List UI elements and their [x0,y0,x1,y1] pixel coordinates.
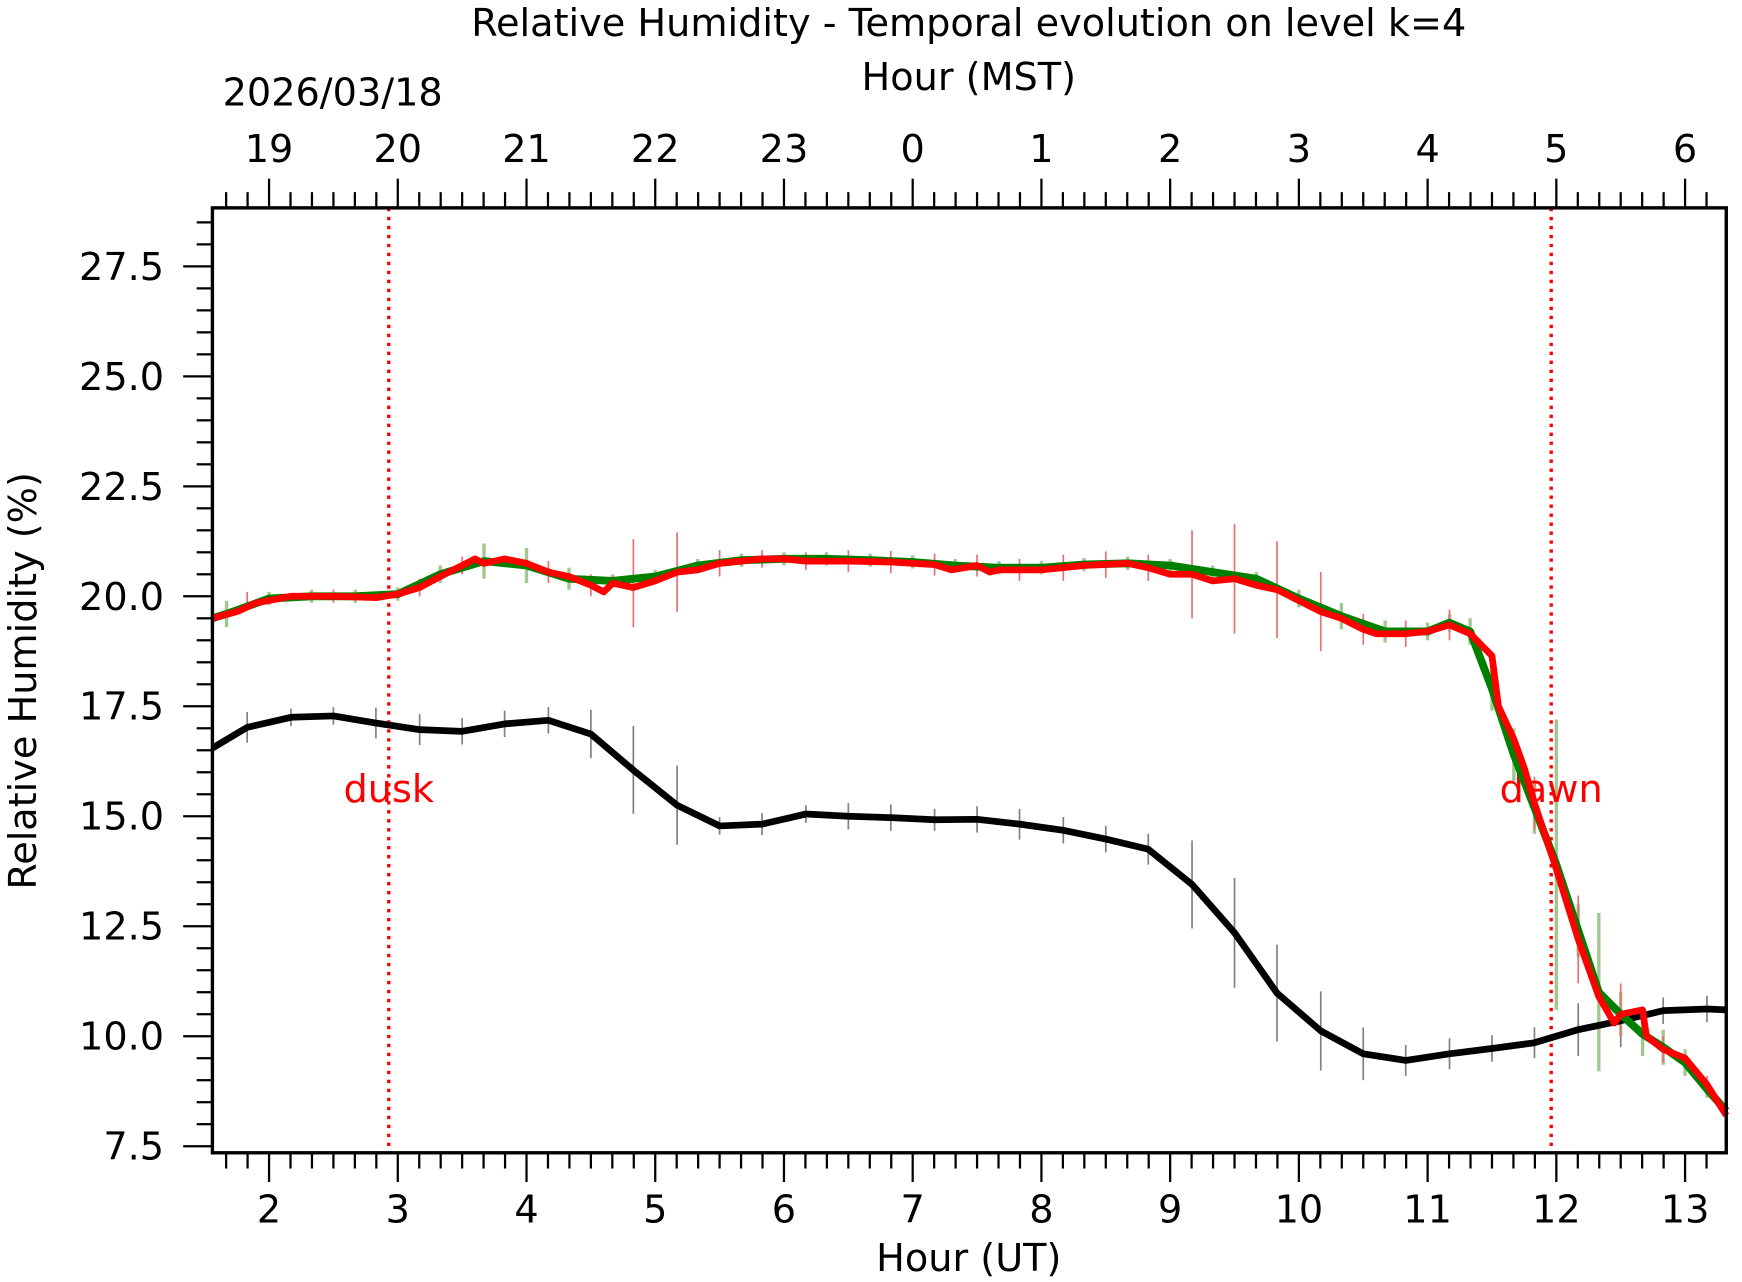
y-tick-label: 10.0 [79,1016,164,1060]
x-axis-label: Hour (UT) [876,1237,1061,1281]
x-tick-label: 6 [772,1188,796,1232]
black-series-line [210,712,1727,1064]
x2-tick-label: 4 [1415,128,1439,172]
x2-tick-label: 2 [1158,128,1182,172]
y-tick-label: 12.5 [79,906,164,950]
x2-tick-label: 22 [631,128,680,172]
x-tick-label: 11 [1403,1188,1452,1232]
x2-tick-label: 23 [760,128,809,172]
x-tick-label: 10 [1275,1188,1324,1232]
x2-tick-label: 6 [1673,128,1697,172]
y-tick-label: 17.5 [79,686,164,730]
x-tick-label: 8 [1029,1188,1053,1232]
x-tick-label: 5 [643,1188,667,1232]
x-tick-label: 12 [1532,1188,1581,1232]
y-tick-label: 15.0 [79,796,164,840]
x2-tick-label: 21 [502,128,551,172]
dawn-label: dawn [1500,768,1603,812]
x-tick-label: 13 [1661,1188,1710,1232]
x-tick-label: 4 [514,1188,538,1232]
plot-frame [210,206,1728,1155]
x-tick-label: 3 [386,1188,410,1232]
x2-tick-label: 5 [1544,128,1568,172]
x2-tick-label: 20 [373,128,422,172]
x-tick-label: 7 [901,1188,925,1232]
y-tick-label: 27.5 [79,246,164,290]
x2-tick-label: 0 [901,128,925,172]
y-tick-label: 22.5 [79,466,164,510]
dusk-label: dusk [344,768,434,812]
green-series-line [211,554,1730,1114]
x-tick-label: 9 [1158,1188,1182,1232]
top-axis-label: Hour (MST) [862,56,1076,100]
x2-tick-label: 19 [245,128,294,172]
y-tick-label: 7.5 [103,1126,164,1170]
y-tick-label: 20.0 [79,576,164,620]
chart-title: Relative Humidity - Temporal evolution o… [471,2,1466,46]
red-series-line [211,555,1730,1118]
y-tick-label: 25.0 [79,356,164,400]
date-label: 2026/03/18 [223,72,443,116]
x2-tick-label: 1 [1029,128,1053,172]
y-axis-label: Relative Humidity (%) [2,472,46,889]
x-tick-label: 2 [257,1188,281,1232]
x2-tick-label: 3 [1287,128,1311,172]
